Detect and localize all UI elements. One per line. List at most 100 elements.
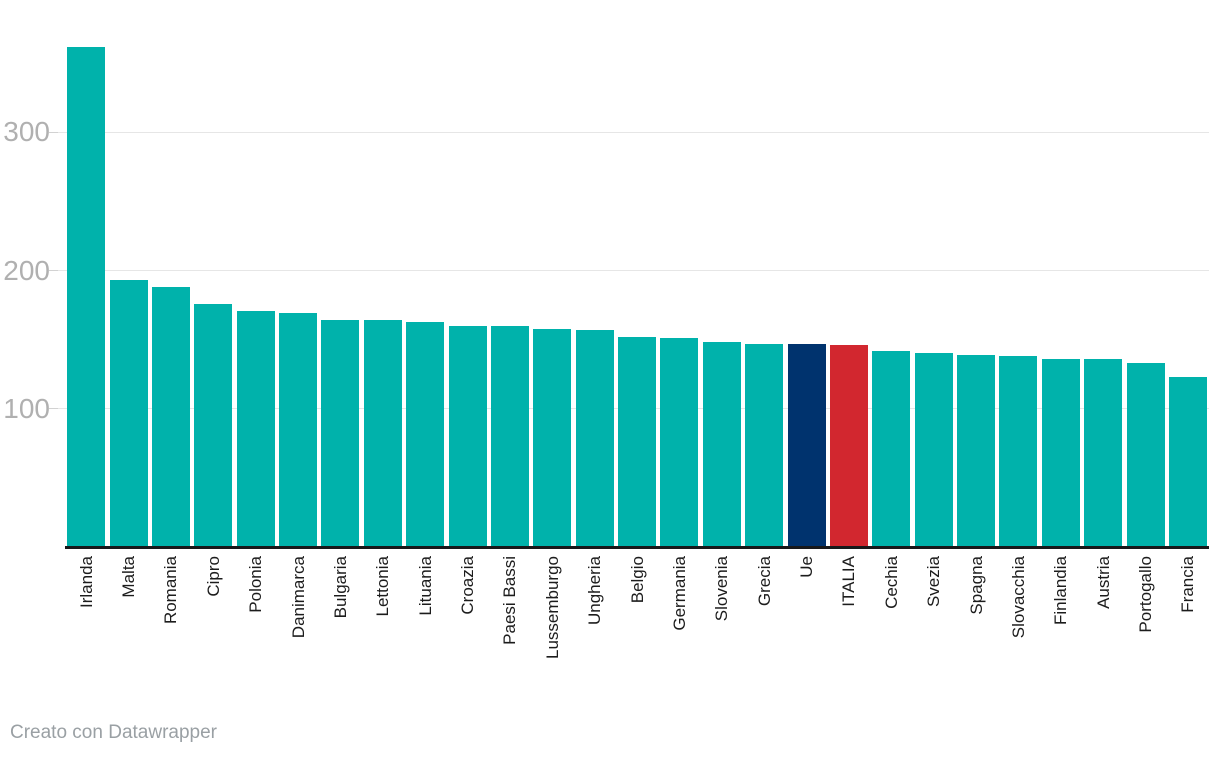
x-axis-label-slot-danimarca: Danimarca (277, 556, 319, 638)
x-axis-label-slot-malta: Malta (107, 556, 149, 598)
x-axis-label-malta: Malta (119, 556, 139, 598)
y-axis-tick-300 (49, 131, 58, 133)
bar-francia (1168, 376, 1207, 547)
x-axis-label-slot-belgio: Belgio (616, 556, 658, 603)
bar-slot-svezia (913, 0, 955, 547)
bar-slot-portogallo (1124, 0, 1166, 547)
x-axis-label-slot-slovenia: Slovenia (701, 556, 743, 621)
bar-cipro (194, 303, 233, 547)
gridline-300 (57, 131, 1209, 133)
bar-slot-slovenia (701, 0, 743, 547)
x-axis-label-slovacchia: Slovacchia (1008, 556, 1028, 639)
x-axis-label-polonia: Polonia (246, 556, 266, 613)
x-axis-label-paesi-bassi: Paesi Bassi (500, 556, 520, 645)
x-axis-label-slot-slovacchia: Slovacchia (997, 556, 1039, 638)
x-axis-label-ue: Ue (797, 556, 817, 578)
bar-slot-lussemburgo (531, 0, 573, 547)
bar-slot-croazia (446, 0, 488, 547)
y-axis-tick-label-300: 300 (3, 116, 50, 148)
x-axis-label-slot-spagna: Spagna (955, 556, 997, 615)
bar-slovenia (702, 342, 741, 547)
x-axis-label-danimarca: Danimarca (288, 556, 308, 639)
bar-slot-spagna (955, 0, 997, 547)
bar-slot-belgio (616, 0, 658, 547)
x-axis-label-slot-bulgaria: Bulgaria (319, 556, 361, 618)
x-axis-label-slovenia: Slovenia (712, 556, 732, 622)
x-axis-label-slot-paesi-bassi: Paesi Bassi (489, 556, 531, 645)
x-axis-label-slot-ue: Ue (785, 556, 827, 578)
x-axis-label-bulgaria: Bulgaria (330, 556, 350, 619)
bar-slot-ue (785, 0, 827, 547)
x-axis-label-spagna: Spagna (966, 556, 986, 615)
x-axis-label-slot-germania: Germania (658, 556, 700, 631)
bar-belgio (618, 336, 657, 547)
y-axis-tick-200 (49, 270, 58, 272)
bar-spagna (957, 354, 996, 547)
x-axis-label-slot-polonia: Polonia (235, 556, 277, 613)
bar-slot-lituania (404, 0, 446, 547)
plot-area (65, 0, 1209, 547)
x-axis-label-portogallo: Portogallo (1136, 556, 1156, 633)
x-axis-label-romania: Romania (161, 556, 181, 625)
x-axis-labels: Irlanda Malta Romania Cipro Polonia Danimarca… (65, 556, 1209, 746)
bar-slot-slovacchia (997, 0, 1039, 547)
x-axis-label-slot-lettonia: Lettonia (362, 556, 404, 617)
x-axis-label-slot-svezia: Svezia (913, 556, 955, 607)
x-axis-label-slot-croazia: Croazia (446, 556, 488, 615)
bar-austria (1084, 359, 1123, 547)
x-axis-label-austria: Austria (1093, 556, 1113, 609)
bar-slot-germania (658, 0, 700, 547)
x-axis-label-italia: ITALIA (839, 556, 859, 607)
bar-italia (829, 345, 868, 547)
x-axis-label-germania: Germania (669, 556, 689, 631)
bar-paesi-bassi (490, 325, 529, 547)
bar-slot-grecia (743, 0, 785, 547)
x-axis-label-slot-grecia: Grecia (743, 556, 785, 606)
bar-slot-polonia (235, 0, 277, 547)
x-axis-label-slot-lussemburgo: Lussemburgo (531, 556, 573, 659)
x-axis-label-cipro: Cipro (203, 556, 223, 597)
x-axis-label-irlanda: Irlanda (76, 556, 96, 608)
bar-romania (151, 287, 190, 547)
bar-slot-ungheria (574, 0, 616, 547)
y-axis-tick-label-200: 200 (3, 254, 50, 286)
x-axis-label-slot-lituania: Lituania (404, 556, 446, 616)
y-axis-tick-100 (49, 408, 58, 410)
x-axis-label-slot-francia: Francia (1167, 556, 1209, 613)
x-axis-label-lettonia: Lettonia (373, 556, 393, 617)
bar-grecia (745, 343, 784, 547)
x-axis-label-belgio: Belgio (627, 556, 647, 604)
bar-slot-francia (1167, 0, 1209, 547)
bar-slot-malta (107, 0, 149, 547)
x-axis-label-slot-romania: Romania (150, 556, 192, 624)
x-axis-label-svezia: Svezia (924, 556, 944, 608)
x-axis-label-slot-irlanda: Irlanda (65, 556, 107, 608)
bar-ungheria (575, 329, 614, 547)
x-axis-label-grecia: Grecia (754, 556, 774, 607)
bar-slot-finlandia (1040, 0, 1082, 547)
bar-lituania (406, 321, 445, 547)
x-axis-label-cechia: Cechia (881, 556, 901, 609)
x-axis-label-slot-portogallo: Portogallo (1124, 556, 1166, 633)
bar-ue (787, 343, 826, 547)
bar-slot-cipro (192, 0, 234, 547)
bar-lettonia (363, 320, 402, 547)
bar-portogallo (1126, 363, 1165, 547)
x-axis-label-slot-austria: Austria (1082, 556, 1124, 609)
x-axis-label-slot-ungheria: Ungheria (574, 556, 616, 625)
x-axis-label-ungheria: Ungheria (585, 556, 605, 625)
datawrapper-credit-link[interactable]: Creato con Datawrapper (10, 722, 217, 743)
x-axis-label-slot-cipro: Cipro (192, 556, 234, 597)
bar-slot-irlanda (65, 0, 107, 547)
y-axis-tick-label-100: 100 (3, 392, 50, 424)
x-axis-label-slot-finlandia: Finlandia (1040, 556, 1082, 625)
x-axis-line (65, 546, 1209, 549)
gridline-200 (57, 270, 1209, 272)
bar-lussemburgo (533, 328, 572, 547)
bar-slovacchia (999, 356, 1038, 547)
bar-malta (109, 280, 148, 547)
bar-danimarca (279, 313, 318, 547)
x-axis-label-lituania: Lituania (415, 556, 435, 616)
x-axis-label-finlandia: Finlandia (1051, 556, 1071, 625)
bar-slot-danimarca (277, 0, 319, 547)
